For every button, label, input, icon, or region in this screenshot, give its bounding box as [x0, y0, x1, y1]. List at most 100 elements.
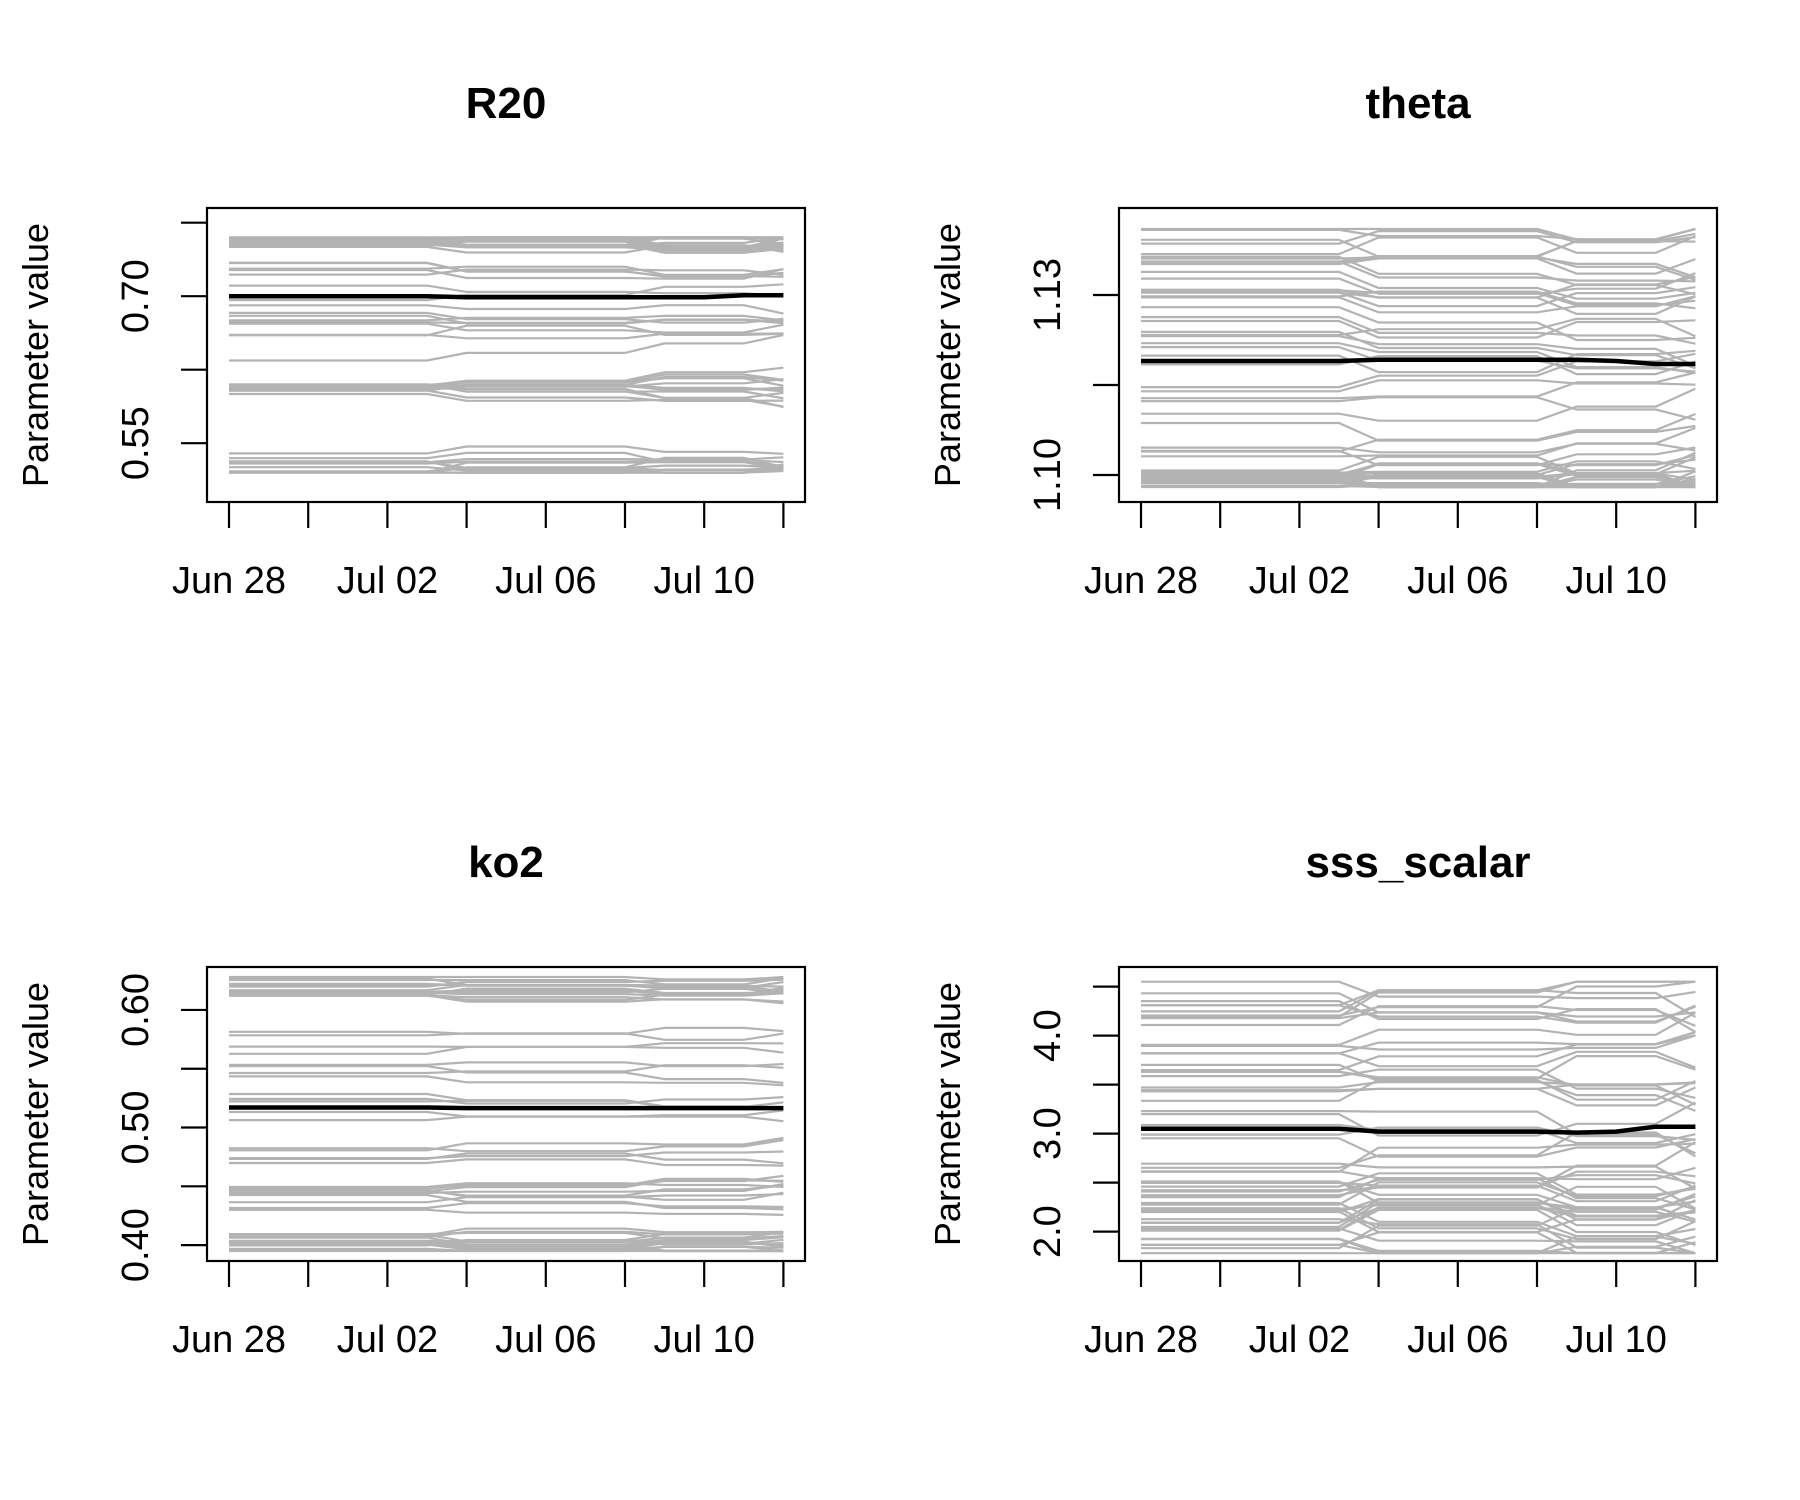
y-axis-label: Parameter value [927, 982, 968, 1246]
ensemble-member-line [229, 1032, 784, 1041]
ensemble-member-line [229, 1240, 784, 1248]
ensemble-member-line [1141, 1174, 1696, 1193]
ensemble-member-line [229, 1136, 784, 1152]
x-tick-label: Jun 28 [1084, 1319, 1198, 1361]
plot-frame [1117, 206, 1719, 504]
x-tick-label: Jul 10 [1565, 560, 1666, 602]
ensemble-member-line [1141, 227, 1696, 241]
plot-frame [205, 206, 807, 504]
ensemble-member-line [229, 236, 784, 248]
ensemble-member-line [1141, 396, 1696, 421]
ensemble-member-line [1141, 317, 1696, 338]
panel-title: sss_scalar [1305, 838, 1530, 887]
y-tick-label: 4.0 [1027, 1009, 1069, 1062]
y-axis-label: Parameter value [927, 223, 968, 487]
y-axis-label: Parameter value [15, 982, 56, 1246]
ensemble-member-line [229, 1138, 784, 1153]
x-tick-label: Jul 02 [1249, 560, 1350, 602]
y-tick-label: 0.50 [115, 1091, 157, 1165]
ensemble-lines [229, 236, 784, 474]
ensemble-member-line [229, 1064, 784, 1075]
x-tick-label: Jul 06 [1407, 560, 1508, 602]
ensemble-member-line [229, 1243, 784, 1253]
ensemble-member-line [1141, 1218, 1696, 1255]
ensemble-member-line [229, 383, 784, 400]
ensemble-member-line [1141, 1101, 1696, 1137]
x-tick-label: Jun 28 [172, 560, 286, 602]
ensemble-member-line [1141, 387, 1696, 422]
ensemble-member-line [229, 236, 784, 247]
ensemble-member-line [229, 324, 784, 337]
ensemble-member-line [229, 977, 784, 986]
ensemble-member-line [229, 268, 784, 280]
ensemble-member-line [1141, 1192, 1696, 1228]
panel-title: theta [1365, 79, 1471, 128]
x-tick-label: Jul 02 [337, 1319, 438, 1361]
ensemble-member-line [229, 392, 784, 408]
ensemble-member-line [229, 978, 784, 988]
plot-frame [1117, 965, 1719, 1263]
y-tick-label: 0.40 [115, 1208, 157, 1282]
ensemble-member-line [229, 1193, 784, 1211]
ensemble-member-line [229, 314, 784, 322]
x-tick-label: Jun 28 [1084, 560, 1198, 602]
y-tick-label: 0.60 [115, 973, 157, 1047]
panel-theta: theta Parameter value 1.10 1.13 Jun 28 Jul 02… [927, 79, 1719, 602]
ensemble-member-line [229, 1075, 784, 1087]
panel-sss_scalar: sss_scalar Parameter value 2.0 3.0 4.0 Jun 28… [927, 838, 1719, 1361]
ensemble-member-line [229, 1158, 784, 1167]
ensemble-member-line [1141, 421, 1696, 442]
ensemble-member-line [1141, 992, 1696, 1018]
ensemble-member-line [229, 1064, 784, 1084]
x-tick-label: Jul 06 [1407, 1319, 1508, 1361]
ensemble-member-line [229, 1231, 784, 1240]
ensemble-member-line [1141, 379, 1696, 393]
ensemble-member-line [229, 445, 784, 455]
x-tick-label: Jul 10 [1565, 1319, 1666, 1361]
ensemble-lines [1141, 227, 1696, 489]
ensemble-member-line [1141, 446, 1696, 467]
y-tick-label: 0.55 [115, 406, 157, 480]
ensemble-member-line [229, 1042, 784, 1055]
y-tick-label: 3.0 [1027, 1107, 1069, 1160]
ensemble-member-line [229, 304, 784, 315]
ensemble-member-line [229, 1202, 784, 1210]
ensemble-member-line [229, 988, 784, 1001]
ensemble-lines [229, 975, 784, 1253]
y-tick-label: 2.0 [1027, 1205, 1069, 1258]
ensemble-member-line [1141, 306, 1696, 342]
ensemble-member-line [1141, 1181, 1696, 1206]
ensemble-member-line [1141, 371, 1696, 400]
ensemble-member-line [1141, 1054, 1696, 1080]
ensemble-member-line [229, 1115, 784, 1123]
ensemble-member-line [1141, 355, 1696, 376]
ensemble-member-line [229, 314, 784, 325]
x-tick-label: Jun 28 [172, 1319, 286, 1361]
ensemble-member-line [1141, 1078, 1696, 1102]
mean-line [229, 1105, 784, 1111]
ensemble-member-line [1141, 286, 1696, 308]
ensemble-member-line [229, 456, 784, 464]
ensemble-member-line [1141, 1235, 1696, 1255]
ensemble-member-line [1141, 1172, 1696, 1196]
panel-title: ko2 [468, 838, 544, 887]
ensemble-member-line [229, 261, 784, 278]
ensemble-member-line [229, 1152, 784, 1165]
ensemble-member-line [1141, 460, 1696, 474]
ensemble-member-line [1141, 1068, 1696, 1099]
mean-line [1141, 357, 1696, 367]
ensemble-member-line [229, 1183, 784, 1195]
ensemble-member-line [1141, 1198, 1696, 1225]
ensemble-member-line [229, 1184, 784, 1197]
ensemble-member-line [1141, 1227, 1696, 1255]
ensemble-member-line [1141, 1206, 1696, 1231]
ensemble-member-line [229, 467, 784, 474]
y-tick-label: 1.13 [1027, 258, 1069, 332]
ensemble-member-line [229, 1208, 784, 1216]
x-tick-label: Jul 10 [653, 560, 754, 602]
ensemble-member-line [1141, 342, 1696, 375]
ensemble-member-line [1141, 980, 1696, 1000]
ensemble-member-line [229, 268, 784, 276]
x-tick-label: Jul 06 [495, 560, 596, 602]
ensemble-member-line [1141, 319, 1696, 339]
